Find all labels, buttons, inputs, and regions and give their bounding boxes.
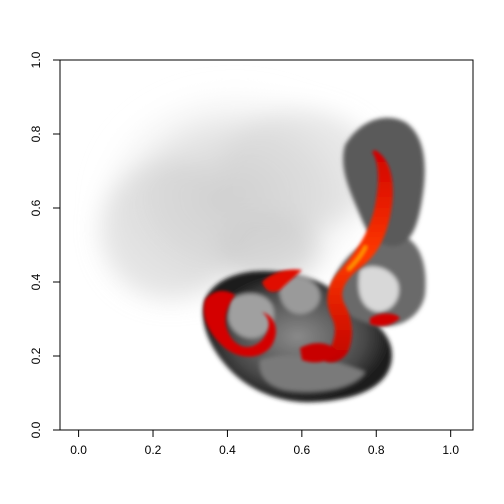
y-tick-label: 0.4 bbox=[29, 273, 43, 290]
x-tick-label: 0.8 bbox=[368, 443, 385, 457]
y-axis: 0.0 0.2 0.4 0.6 0.8 1.0 bbox=[29, 51, 61, 438]
x-axis: 0.0 0.2 0.4 0.6 0.8 1.0 bbox=[70, 429, 459, 457]
y-tick-label: 0.2 bbox=[29, 347, 43, 364]
y-tick-label: 0.8 bbox=[29, 125, 43, 142]
x-tick-label: 1.0 bbox=[442, 443, 459, 457]
y-tick-label: 0.6 bbox=[29, 199, 43, 216]
diffuse-gray-halo bbox=[95, 85, 380, 305]
x-tick-label: 0.6 bbox=[294, 443, 311, 457]
y-tick-label: 1.0 bbox=[29, 51, 43, 68]
x-tick-label: 0.2 bbox=[145, 443, 162, 457]
x-tick-label: 0.0 bbox=[70, 443, 87, 457]
hot-ridge bbox=[203, 150, 400, 363]
heatmap-image bbox=[95, 85, 426, 403]
y-tick-label: 0.0 bbox=[29, 421, 43, 438]
x-tick-label: 0.4 bbox=[219, 443, 236, 457]
